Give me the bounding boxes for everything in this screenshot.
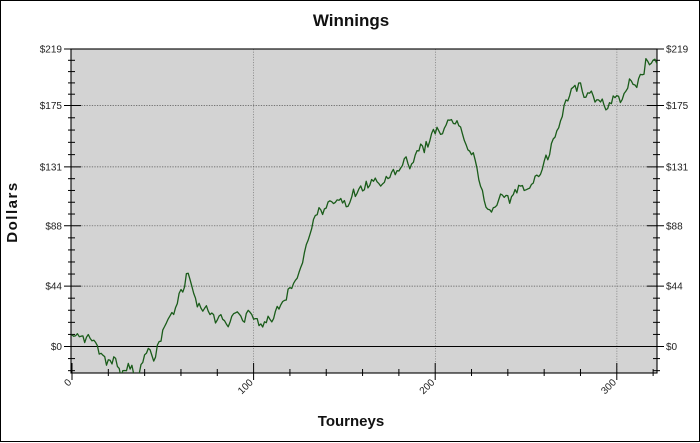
svg-text:$0: $0: [666, 342, 678, 353]
svg-text:$88: $88: [45, 221, 62, 232]
svg-text:100: 100: [236, 377, 256, 397]
svg-text:$175: $175: [40, 101, 63, 112]
svg-text:$131: $131: [666, 162, 689, 173]
svg-text:300: 300: [599, 377, 619, 397]
svg-text:$219: $219: [40, 45, 63, 56]
svg-text:$44: $44: [666, 282, 683, 293]
svg-text:$44: $44: [45, 282, 62, 293]
svg-text:$131: $131: [40, 162, 63, 173]
svg-text:200: 200: [418, 377, 438, 397]
svg-text:$0: $0: [51, 342, 63, 353]
svg-text:$219: $219: [666, 45, 689, 56]
svg-text:0: 0: [62, 377, 74, 389]
svg-text:$88: $88: [666, 221, 683, 232]
svg-text:$175: $175: [666, 101, 689, 112]
